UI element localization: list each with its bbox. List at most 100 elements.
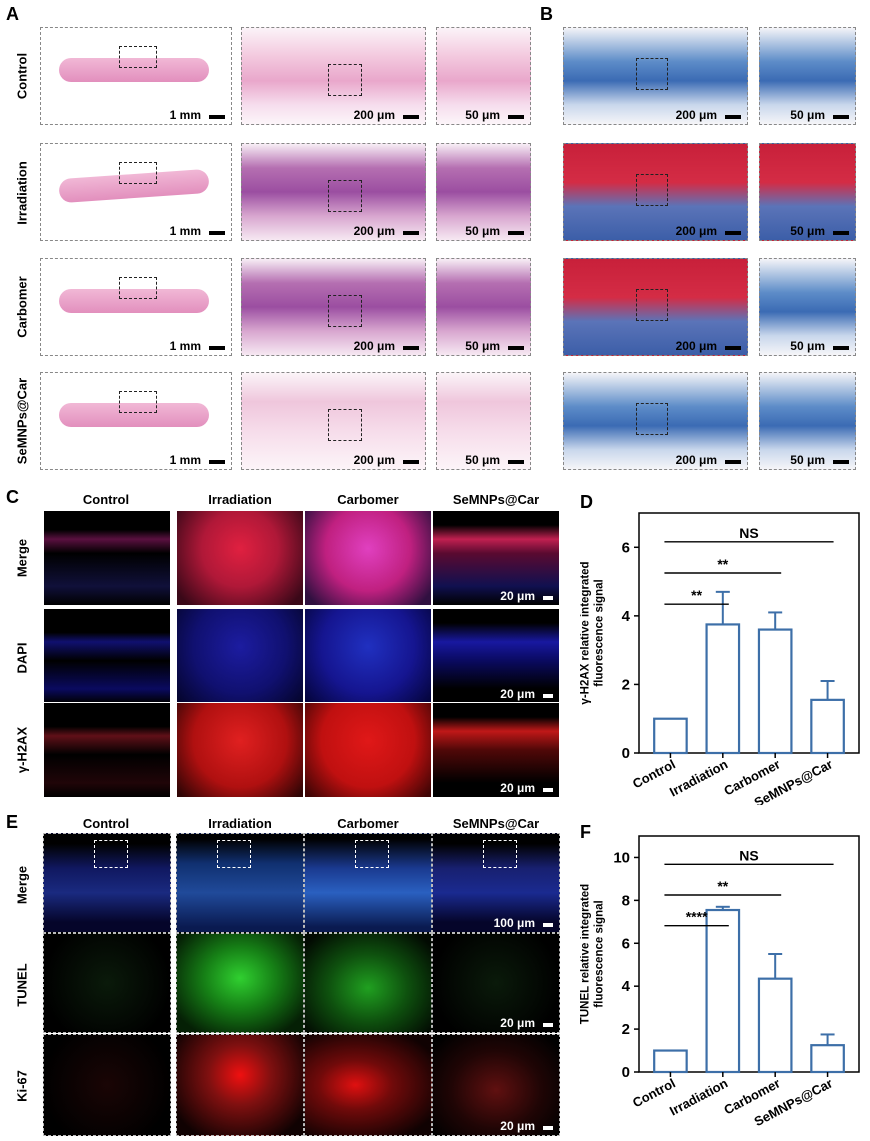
fluorescence-image: 20 μm bbox=[432, 702, 560, 798]
fluorescence-image bbox=[304, 702, 432, 798]
fluorescence-image bbox=[43, 1034, 171, 1136]
zoom-box bbox=[119, 162, 157, 184]
fluorescence-image bbox=[43, 608, 171, 704]
e-row-tunel: TUNEL bbox=[14, 963, 30, 1007]
y-tick-label: 4 bbox=[622, 978, 631, 995]
scale-bar-label: 1 mm bbox=[169, 453, 201, 467]
he-image: 50 μm bbox=[436, 143, 531, 241]
fluorescence-image bbox=[176, 702, 304, 798]
row-label-irradiation: Irradiation bbox=[14, 161, 30, 225]
he-image: 1 mm bbox=[40, 258, 232, 356]
masson-image: 50 μm bbox=[759, 258, 856, 356]
y-axis-label-line: γ-H2AX relative integrated bbox=[580, 561, 592, 704]
masson-image: 200 μm bbox=[563, 258, 748, 356]
zoom-box bbox=[636, 174, 668, 206]
scale-bar bbox=[725, 460, 741, 464]
plot-frame bbox=[638, 512, 860, 754]
y-tick-label: 0 bbox=[622, 745, 630, 762]
scale-bar-label: 50 μm bbox=[790, 339, 825, 353]
scale-bar bbox=[403, 460, 419, 464]
tissue-overview bbox=[59, 403, 209, 427]
scale-bar-label: 1 mm bbox=[169, 224, 201, 238]
bar bbox=[705, 908, 741, 1074]
fluorescence-image bbox=[176, 510, 304, 606]
fluorescence-image bbox=[304, 510, 432, 606]
scale-bar bbox=[833, 115, 849, 119]
scale-bar-label: 20 μm bbox=[500, 687, 535, 701]
scale-bar-label: 50 μm bbox=[790, 453, 825, 467]
panel-label-a: A bbox=[6, 4, 19, 24]
he-image: 50 μm bbox=[436, 372, 531, 470]
zoom-box bbox=[328, 295, 362, 327]
c-row-merge: Merge bbox=[14, 538, 30, 578]
significance-label: NS bbox=[739, 847, 758, 863]
e-row-merge: Merge bbox=[14, 865, 30, 905]
masson-image: 50 μm bbox=[759, 372, 856, 470]
scale-bar-label: 1 mm bbox=[169, 339, 201, 353]
scale-bar bbox=[833, 231, 849, 235]
zoom-box bbox=[328, 409, 362, 441]
panel-label-b: B bbox=[540, 4, 553, 24]
y-tick-label: 10 bbox=[613, 849, 630, 866]
scale-bar-label: 200 μm bbox=[675, 224, 717, 238]
scale-bar bbox=[543, 1023, 553, 1027]
scale-bar bbox=[725, 115, 741, 119]
scale-bar bbox=[403, 115, 419, 119]
masson-image: 200 μm bbox=[563, 372, 748, 470]
row-label-control: Control bbox=[14, 52, 30, 100]
panel-label-f: F bbox=[580, 822, 591, 842]
bar bbox=[757, 628, 793, 755]
scale-bar bbox=[543, 694, 553, 698]
fluorescence-image: 20 μm bbox=[432, 608, 560, 704]
scale-bar-label: 20 μm bbox=[500, 589, 535, 603]
panel-label-c: C bbox=[6, 487, 19, 507]
fluorescence-image: 20 μm bbox=[432, 510, 560, 606]
scale-bar bbox=[508, 346, 524, 350]
bar bbox=[810, 1044, 845, 1074]
y-tick-label: 4 bbox=[622, 608, 631, 625]
fluorescence-image bbox=[43, 933, 171, 1033]
zoom-box bbox=[328, 180, 362, 212]
significance-label: NS bbox=[739, 525, 758, 541]
y-tick-label: 0 bbox=[622, 1064, 630, 1081]
c-col-control: Control bbox=[82, 492, 130, 507]
scale-bar-label: 20 μm bbox=[500, 1119, 535, 1133]
scale-bar bbox=[725, 346, 741, 350]
scale-bar bbox=[403, 346, 419, 350]
fluorescence-image bbox=[43, 702, 171, 798]
fluorescence-image bbox=[43, 833, 171, 933]
he-image: 200 μm bbox=[241, 372, 426, 470]
fluorescence-image bbox=[304, 608, 432, 704]
x-tick-label: Irradiation bbox=[667, 1075, 730, 1118]
scale-bar bbox=[209, 115, 225, 119]
fluorescence-image: 20 μm bbox=[432, 1034, 560, 1136]
fluorescence-image bbox=[304, 833, 432, 933]
scale-bar-label: 200 μm bbox=[353, 339, 395, 353]
scale-bar-label: 200 μm bbox=[675, 108, 717, 122]
fluorescence-image bbox=[304, 933, 432, 1033]
tissue-overview bbox=[59, 289, 209, 313]
y-axis-label-line: TUNEL relative integrated bbox=[580, 884, 592, 1024]
y-tick-label: 6 bbox=[622, 539, 630, 556]
significance-label: ** bbox=[691, 587, 702, 603]
panel-label-d: D bbox=[580, 492, 593, 512]
scale-bar bbox=[543, 1126, 553, 1130]
scale-bar-label: 200 μm bbox=[353, 453, 395, 467]
scale-bar-label: 50 μm bbox=[790, 224, 825, 238]
y-tick-label: 6 bbox=[622, 935, 630, 952]
scale-bar-label: 50 μm bbox=[465, 224, 500, 238]
scale-bar bbox=[508, 115, 524, 119]
zoom-box bbox=[636, 289, 668, 321]
he-image: 1 mm bbox=[40, 143, 232, 241]
bar bbox=[757, 977, 793, 1074]
fluorescence-image bbox=[176, 1034, 304, 1136]
scale-bar-label: 200 μm bbox=[675, 453, 717, 467]
masson-image: 50 μm bbox=[759, 143, 856, 241]
e-col-control: Control bbox=[82, 816, 130, 831]
bar bbox=[653, 1049, 688, 1074]
zoom-box bbox=[328, 64, 362, 96]
scale-bar-label: 50 μm bbox=[465, 339, 500, 353]
scale-bar-label: 1 mm bbox=[169, 108, 201, 122]
scale-bar bbox=[209, 460, 225, 464]
zoom-box bbox=[217, 840, 251, 868]
